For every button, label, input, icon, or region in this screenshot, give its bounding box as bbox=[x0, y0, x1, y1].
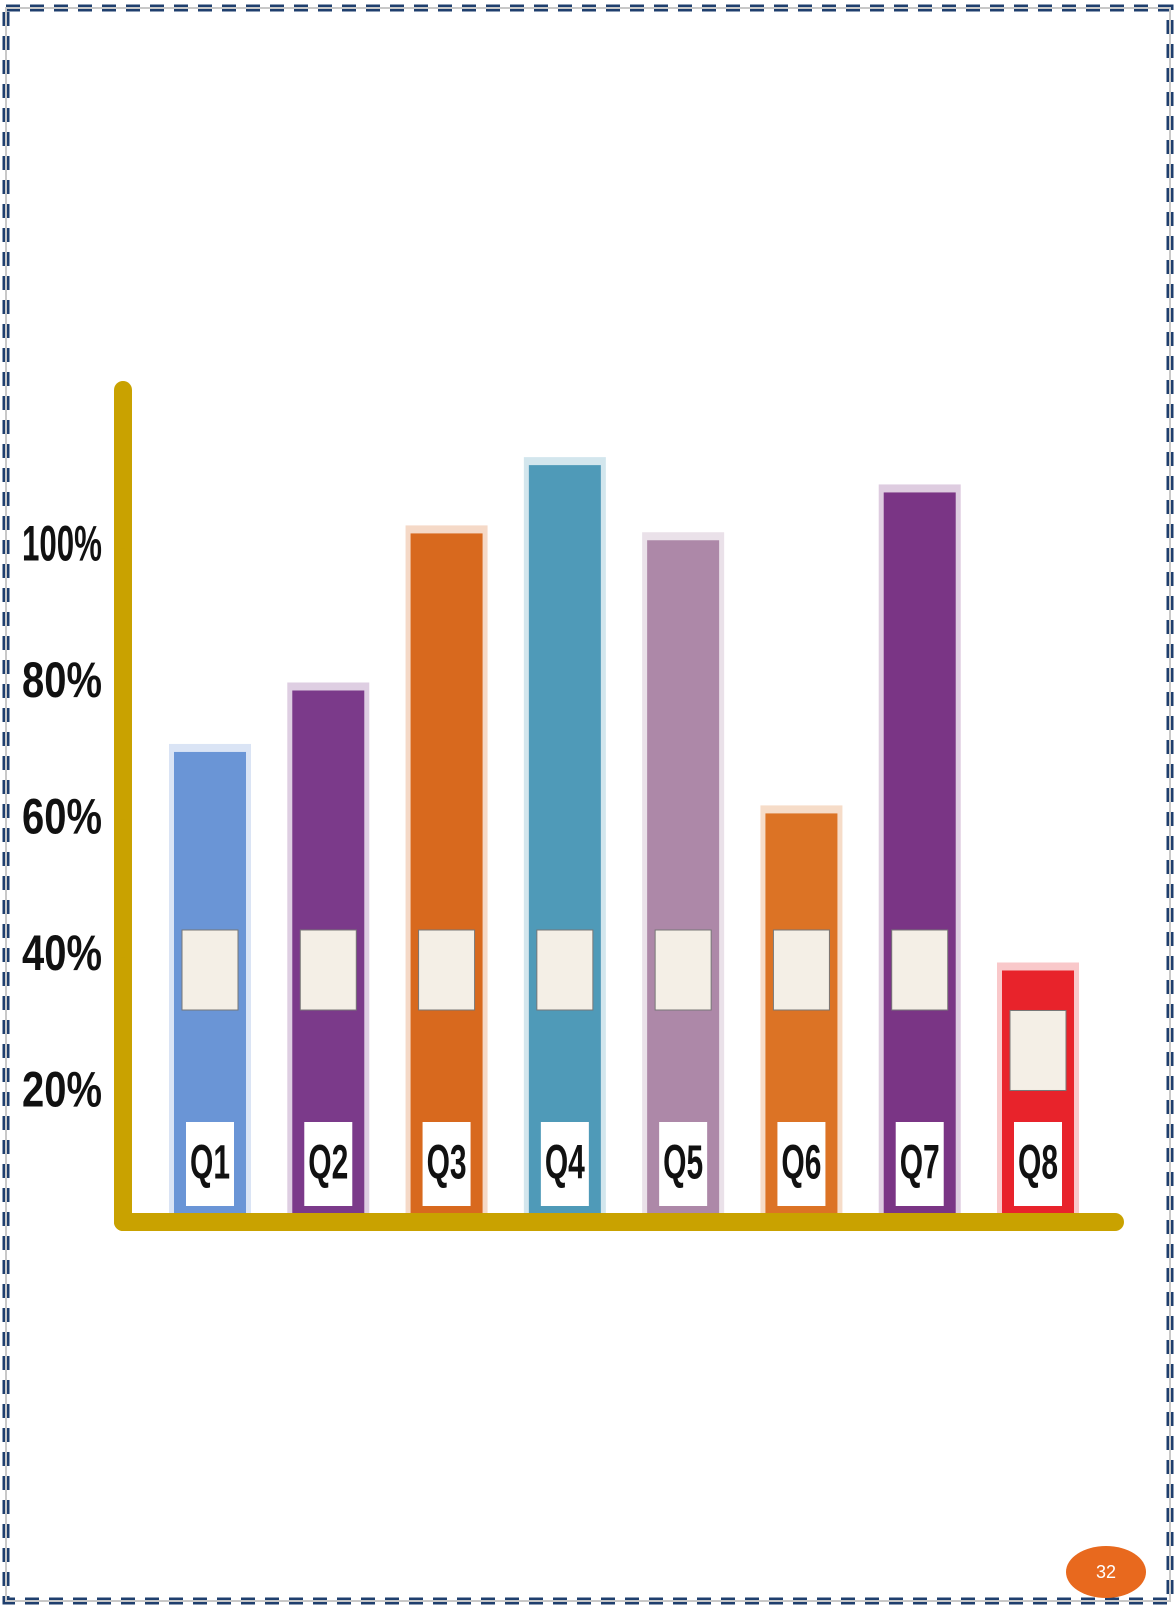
bar-picture bbox=[536, 929, 594, 1011]
y-tick-label: 80% bbox=[22, 652, 102, 708]
page-number: 32 bbox=[1096, 1562, 1116, 1582]
bar-picture bbox=[891, 929, 949, 1011]
bar-picture bbox=[181, 929, 239, 1011]
page-badge bbox=[1066, 1546, 1146, 1598]
bar bbox=[410, 533, 483, 1230]
x-tick-label: Q7 bbox=[900, 1137, 940, 1190]
x-tick-label: Q3 bbox=[427, 1137, 467, 1190]
bar bbox=[647, 540, 720, 1230]
label-box bbox=[895, 1122, 944, 1206]
y-tick-label: 40% bbox=[22, 925, 102, 981]
bar bbox=[528, 465, 601, 1230]
x-tick-label: Q4 bbox=[545, 1137, 585, 1190]
label-box bbox=[659, 1122, 708, 1206]
label-box bbox=[1014, 1122, 1062, 1206]
bar-picture bbox=[418, 929, 476, 1011]
label-box bbox=[540, 1122, 589, 1206]
y-tick-label: 20% bbox=[22, 1062, 102, 1118]
bar-picture bbox=[772, 929, 830, 1011]
border-line bbox=[5, 7, 1171, 1602]
label-box bbox=[186, 1122, 234, 1206]
bar-picture bbox=[654, 929, 712, 1011]
label-box bbox=[304, 1122, 353, 1206]
x-tick-label: Q1 bbox=[190, 1137, 230, 1190]
x-tick-label: Q5 bbox=[663, 1137, 703, 1190]
y-tick-label: 60% bbox=[22, 788, 102, 844]
label-box bbox=[422, 1122, 471, 1206]
y-tick-label: 100% bbox=[22, 515, 102, 571]
x-tick-label: Q8 bbox=[1018, 1137, 1058, 1190]
label-box bbox=[777, 1122, 826, 1206]
bar bbox=[883, 492, 956, 1230]
x-tick-label: Q2 bbox=[308, 1137, 348, 1190]
x-tick-label: Q6 bbox=[781, 1137, 821, 1190]
bar-picture bbox=[299, 929, 357, 1011]
bar-picture bbox=[1009, 1009, 1067, 1091]
